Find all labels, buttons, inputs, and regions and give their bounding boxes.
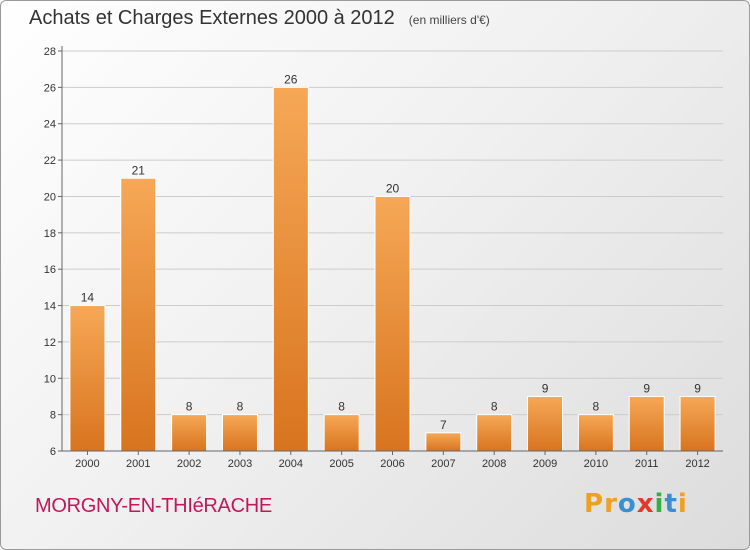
logo-letter: x xyxy=(636,489,655,519)
logo-letter: t xyxy=(664,489,678,519)
x-tick-label: 2012 xyxy=(685,458,709,470)
labels: 6 8 10 12 14 16 18 20 22 24 26 28 14 2000 21 2001 8 2002 8… xyxy=(44,46,710,470)
data-label: 8 xyxy=(338,400,345,414)
chart-title-text: Achats et Charges Externes 2000 à 2012 xyxy=(29,7,395,29)
bar xyxy=(476,414,513,452)
x-tick-label: 2008 xyxy=(482,458,506,470)
bar xyxy=(272,86,309,452)
commune-name: MORGNY-EN-THIéRACHE xyxy=(35,495,272,517)
y-tick-label: 16 xyxy=(44,264,56,276)
logo-letter: i xyxy=(677,489,688,519)
data-label: 14 xyxy=(81,291,95,305)
logo-letter: i xyxy=(654,489,665,519)
bar xyxy=(374,195,411,452)
data-label: 7 xyxy=(440,418,447,432)
bar xyxy=(120,177,157,452)
data-label: 9 xyxy=(643,381,650,395)
bar xyxy=(171,414,208,452)
data-label: 8 xyxy=(186,400,193,414)
logo-letter: r xyxy=(604,489,618,519)
data-label: 9 xyxy=(694,381,701,395)
data-label: 26 xyxy=(284,72,298,86)
x-tick-label: 2005 xyxy=(329,458,353,470)
bar xyxy=(527,395,564,452)
y-tick-label: 28 xyxy=(44,46,56,58)
grid-lines xyxy=(62,50,723,416)
x-tick-label: 2003 xyxy=(228,458,252,470)
y-tick-label: 14 xyxy=(44,301,56,313)
y-tick-label: 24 xyxy=(44,119,56,131)
logo-letter: o xyxy=(617,489,637,519)
logo-letter: P xyxy=(584,489,605,519)
y-tick-label: 12 xyxy=(44,337,56,349)
axes xyxy=(58,46,723,455)
bar xyxy=(628,395,665,452)
x-tick-label: 2010 xyxy=(584,458,608,470)
y-tick-label: 18 xyxy=(44,228,56,240)
x-tick-label: 2004 xyxy=(279,458,303,470)
proxiti-logo: Proxiti xyxy=(584,489,688,519)
data-label: 8 xyxy=(593,400,600,414)
y-tick-label: 6 xyxy=(50,446,56,458)
x-tick-label: 2000 xyxy=(75,458,99,470)
x-tick-label: 2009 xyxy=(533,458,557,470)
bar xyxy=(679,395,716,452)
chart-title: Achats et Charges Externes 2000 à 2012 (e… xyxy=(29,7,490,30)
bar xyxy=(425,432,462,452)
bar xyxy=(221,414,258,452)
y-tick-label: 22 xyxy=(44,155,56,167)
x-tick-label: 2002 xyxy=(177,458,201,470)
chart-unit: (en milliers d'€) xyxy=(408,13,490,27)
bar xyxy=(577,414,614,452)
y-tick-label: 26 xyxy=(44,82,56,94)
x-tick-label: 2006 xyxy=(380,458,404,470)
data-label: 9 xyxy=(542,381,549,395)
x-tick-label: 2011 xyxy=(635,458,659,470)
data-label: 8 xyxy=(491,400,498,414)
data-label: 21 xyxy=(132,163,146,177)
y-tick-label: 20 xyxy=(44,191,56,203)
bar xyxy=(323,414,360,452)
data-label: 8 xyxy=(237,400,244,414)
bar xyxy=(69,305,106,452)
y-tick-label: 10 xyxy=(44,373,56,385)
y-tick-label: 8 xyxy=(50,410,56,422)
x-tick-label: 2001 xyxy=(126,458,150,470)
data-label: 20 xyxy=(386,181,400,195)
x-tick-label: 2007 xyxy=(431,458,455,470)
